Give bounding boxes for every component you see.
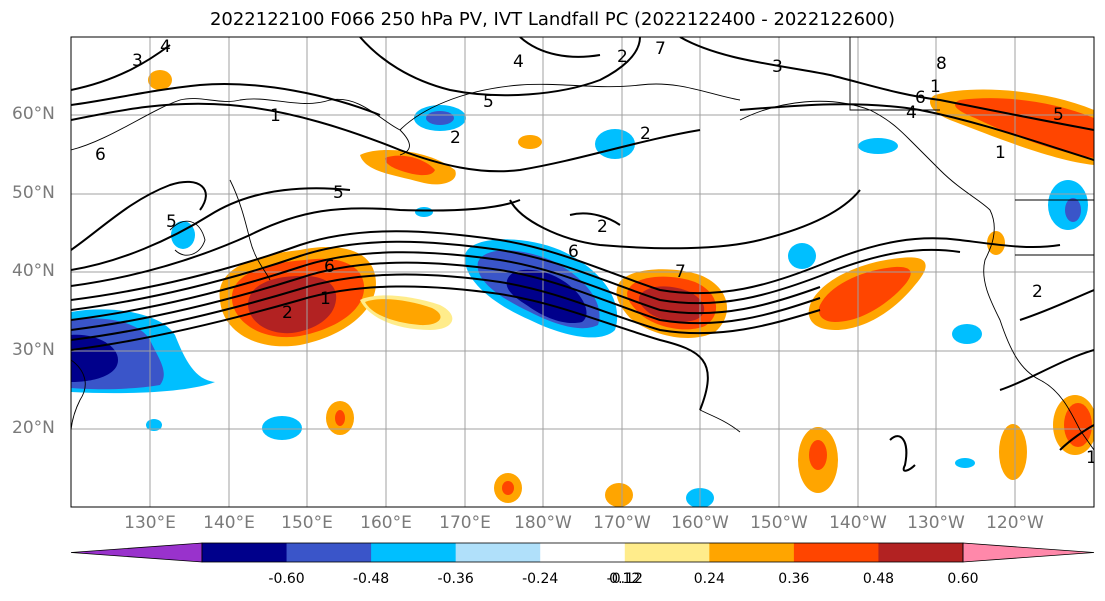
colorbar-tick-label: -0.48 (352, 571, 390, 587)
lat-label: 40°N (12, 261, 55, 281)
colorbar-segment (709, 543, 795, 562)
contour-label: 5 (333, 183, 344, 203)
contour-label: 7 (675, 262, 686, 282)
lon-label: 160°E (360, 513, 412, 533)
lon-label: 150°E (281, 513, 333, 533)
colorbar-tick-label: -0.36 (437, 571, 474, 587)
colorbar-segment (286, 543, 372, 562)
lon-label: 140°W (829, 513, 887, 533)
colorbar (70, 542, 1095, 563)
lon-label: 170°W (593, 513, 651, 533)
map-body: 4 3 2 7 4 5 2 3 8 1 6 1 4 5 6 5 2 2 5 6 … (71, 37, 1097, 507)
colorbar-tick-label: 0.12 (609, 571, 641, 587)
contour-label: 1 (320, 289, 331, 309)
map-frame (70, 36, 1095, 508)
colorbar-tick-label: 0.60 (947, 571, 979, 587)
colorbar-segment (793, 543, 879, 562)
map-title: 2022122100 F066 250 hPa PV, IVT Landfall… (209, 9, 896, 30)
contour-label: 8 (936, 54, 947, 74)
contour-label: 1 (930, 77, 941, 97)
contour-label: 2 (617, 47, 628, 67)
colorbar-segment (624, 543, 710, 562)
colorbar-tick-label: -0.60 (268, 571, 305, 587)
contour-label: 4 (906, 103, 917, 123)
contour-label: 6 (95, 145, 106, 165)
lat-label: 50°N (12, 183, 55, 203)
pv-contours (71, 37, 1094, 472)
contour-label: 6 (915, 88, 926, 108)
contour-label: 1 (270, 106, 281, 126)
contour-label: 3 (132, 51, 143, 71)
contour-label: 6 (568, 242, 579, 262)
contour-label: 5 (166, 212, 177, 232)
colorbar-segment (455, 543, 541, 562)
contour-label: 4 (513, 52, 524, 72)
colorbar-frame (201, 542, 964, 563)
colorbar-tick-label: -0.12 (606, 571, 643, 587)
contour-label: 3 (772, 57, 783, 77)
colorbar-extend-high (962, 542, 1095, 563)
contour-label: 2 (282, 303, 293, 323)
colorbar-segment (878, 543, 964, 562)
coastlines (71, 37, 1094, 451)
lon-label: 140°E (203, 513, 255, 533)
lon-label: 130°W (907, 513, 965, 533)
contour-label: 2 (1032, 282, 1043, 302)
lon-label: 180°W (514, 513, 572, 533)
colorbar-tick-label: -0.24 (522, 571, 559, 587)
contour-label: 7 (655, 39, 666, 59)
lat-label: 30°N (12, 340, 55, 360)
colorbar-tick-label: 0.24 (693, 571, 725, 587)
contour-label: 1 (1086, 448, 1097, 468)
lon-label: 130°E (124, 513, 176, 533)
contour-label: 4 (160, 37, 171, 57)
contour-label: 5 (1053, 105, 1064, 125)
colorbar-segment (371, 543, 457, 562)
lon-label: 150°W (750, 513, 808, 533)
colorbar-tick-label: 0.48 (862, 571, 895, 587)
colorbar-segment (540, 543, 626, 562)
colorbar-tick-label: 0.36 (778, 571, 810, 587)
lon-label: 160°W (671, 513, 729, 533)
contour-label: 2 (597, 217, 608, 237)
colorbar-extend-low (70, 542, 203, 563)
contour-label: 1 (995, 143, 1006, 163)
lon-label: 120°W (986, 513, 1044, 533)
contour-label: 2 (640, 124, 651, 144)
contour-label: 6 (324, 257, 335, 277)
colorbar-segment (202, 543, 288, 562)
contour-label: 5 (483, 92, 494, 112)
lat-label: 60°N (12, 104, 55, 124)
contour-label: 2 (450, 128, 461, 148)
contour-labels: 4 3 2 7 4 5 2 3 8 1 6 1 4 5 6 5 2 2 5 6 … (95, 37, 1097, 468)
lat-label: 20°N (12, 418, 55, 438)
lon-label: 170°E (439, 513, 491, 533)
